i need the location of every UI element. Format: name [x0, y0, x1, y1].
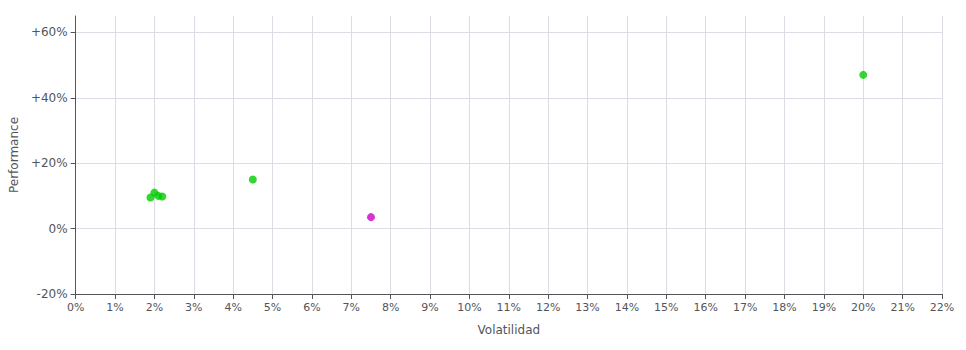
svg-text:15%: 15%	[654, 301, 678, 314]
svg-text:21%: 21%	[890, 301, 914, 314]
svg-text:16%: 16%	[693, 301, 717, 314]
svg-text:4%: 4%	[224, 301, 241, 314]
svg-text:0%: 0%	[49, 222, 68, 236]
svg-text:6%: 6%	[303, 301, 320, 314]
svg-text:11%: 11%	[497, 301, 521, 314]
svg-text:14%: 14%	[615, 301, 639, 314]
svg-text:7%: 7%	[343, 301, 360, 314]
svg-text:10%: 10%	[457, 301, 481, 314]
svg-text:18%: 18%	[772, 301, 796, 314]
svg-text:17%: 17%	[733, 301, 757, 314]
svg-text:+20%: +20%	[31, 156, 68, 170]
svg-text:12%: 12%	[536, 301, 560, 314]
svg-text:9%: 9%	[421, 301, 438, 314]
svg-text:-20%: -20%	[37, 287, 68, 301]
svg-text:+60%: +60%	[31, 25, 68, 39]
svg-text:8%: 8%	[382, 301, 399, 314]
svg-text:13%: 13%	[575, 301, 599, 314]
svg-text:22%: 22%	[930, 301, 954, 314]
svg-text:1%: 1%	[106, 301, 123, 314]
svg-text:Performance: Performance	[7, 117, 21, 193]
svg-text:5%: 5%	[264, 301, 281, 314]
svg-text:20%: 20%	[851, 301, 875, 314]
svg-text:19%: 19%	[812, 301, 836, 314]
svg-text:0%: 0%	[67, 301, 84, 314]
svg-text:Volatilidad: Volatilidad	[478, 323, 541, 337]
svg-text:+40%: +40%	[31, 91, 68, 105]
svg-text:3%: 3%	[185, 301, 202, 314]
svg-text:2%: 2%	[146, 301, 163, 314]
